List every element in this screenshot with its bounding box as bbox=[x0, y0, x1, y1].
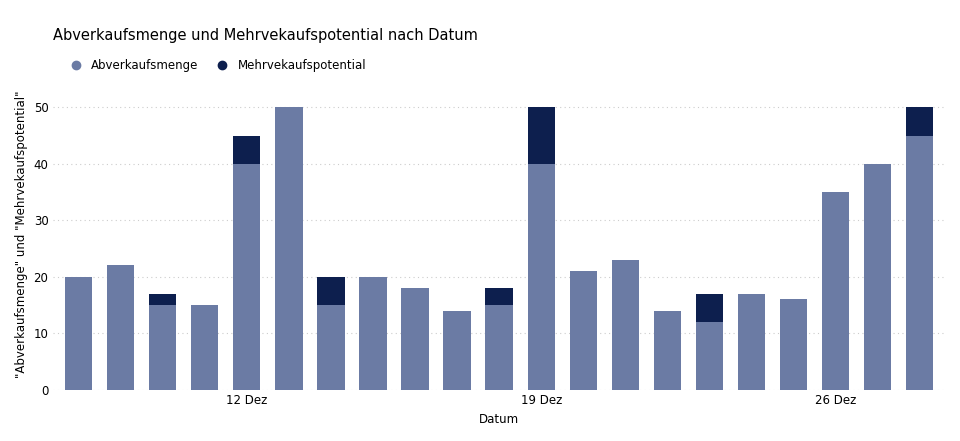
Bar bbox=[233, 164, 260, 389]
Bar bbox=[612, 260, 639, 389]
Bar bbox=[654, 310, 681, 389]
Bar bbox=[822, 192, 850, 389]
Bar bbox=[359, 277, 387, 389]
X-axis label: Datum: Datum bbox=[479, 413, 519, 426]
Bar bbox=[864, 164, 892, 389]
Bar bbox=[528, 164, 555, 389]
Bar bbox=[569, 271, 597, 389]
Bar bbox=[276, 107, 302, 389]
Bar bbox=[528, 107, 555, 164]
Bar bbox=[149, 305, 177, 389]
Bar bbox=[317, 305, 345, 389]
Bar bbox=[444, 310, 470, 389]
Bar bbox=[696, 294, 723, 322]
Bar bbox=[149, 294, 177, 305]
Y-axis label: "Abverkaufsmenge" und "Mehrvekaufspotential": "Abverkaufsmenge" und "Mehrvekaufspotent… bbox=[15, 90, 28, 378]
Bar bbox=[317, 277, 345, 305]
Bar bbox=[906, 107, 933, 135]
Bar bbox=[233, 135, 260, 164]
Bar bbox=[191, 305, 218, 389]
Bar bbox=[486, 288, 513, 305]
Bar bbox=[696, 322, 723, 389]
Text: Abverkaufsmenge und Mehrvekaufspotential nach Datum: Abverkaufsmenge und Mehrvekaufspotential… bbox=[54, 28, 478, 43]
Bar bbox=[486, 305, 513, 389]
Bar bbox=[107, 265, 134, 389]
Legend: Abverkaufsmenge, Mehrvekaufspotential: Abverkaufsmenge, Mehrvekaufspotential bbox=[60, 54, 371, 76]
Bar bbox=[401, 288, 429, 389]
Bar bbox=[906, 135, 933, 389]
Bar bbox=[738, 294, 765, 389]
Bar bbox=[65, 277, 92, 389]
Bar bbox=[780, 299, 807, 389]
